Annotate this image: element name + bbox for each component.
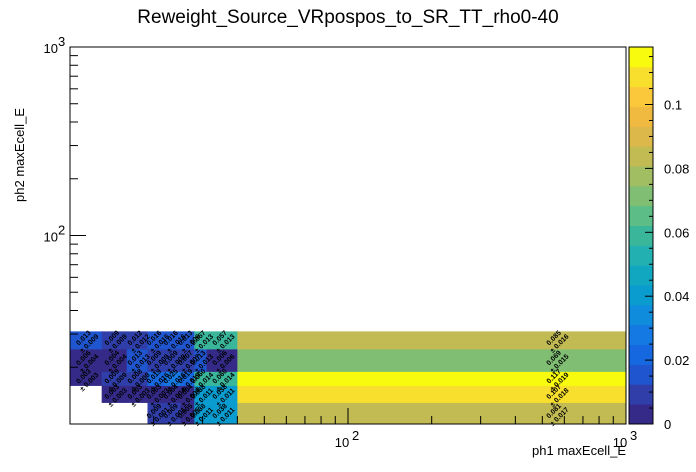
- svg-text:10: 10: [335, 435, 349, 450]
- heatmap-cell: [237, 371, 627, 386]
- heatmap-cell: [165, 371, 182, 386]
- svg-text:10: 10: [44, 230, 58, 245]
- heatmap-cell: [180, 331, 195, 350]
- heatmap-cell: [165, 348, 182, 372]
- heatmap-cell: [101, 371, 128, 386]
- heatmap-cell: [147, 348, 166, 372]
- colorbar-ticks: 0 0.02 0.04 0.06 0.08 0.1: [645, 56, 689, 432]
- y-tick-label: 10 3: [44, 34, 66, 56]
- colorbar-segment: [629, 344, 653, 365]
- heatmap-cell: [206, 371, 238, 386]
- colorbar-tick-label: 0: [664, 417, 671, 432]
- colorbar: [628, 46, 654, 425]
- heatmap-cell: [147, 371, 166, 386]
- heatmap-cell: [70, 348, 103, 372]
- colorbar-segment: [629, 106, 653, 127]
- heatmap-cell: [126, 348, 148, 372]
- colorbar-segment: [629, 166, 653, 187]
- y-tick-label: 10 2: [44, 223, 66, 245]
- x-axis-label: ph1 maxEcell_E: [532, 443, 626, 458]
- colorbar-segment: [629, 66, 653, 88]
- svg-text:10: 10: [44, 41, 58, 56]
- heatmap-cell: [180, 371, 195, 386]
- colorbar-segment: [629, 404, 653, 425]
- heatmap-cell: [194, 331, 207, 350]
- colorbar-segment: [629, 364, 653, 385]
- colorbar-frame: [628, 46, 654, 425]
- colorbar-segment: [629, 245, 653, 266]
- svg-text:2: 2: [58, 223, 65, 238]
- colorbar-segment: [629, 185, 653, 207]
- heatmap-cell: [70, 331, 103, 350]
- colorbar-segment: [629, 146, 653, 167]
- colorbar-tick-label: 0.1: [664, 98, 682, 113]
- colorbar-tick-label: 0.02: [664, 353, 689, 368]
- heatmap-cell: [206, 348, 238, 372]
- colorbar-segment: [629, 205, 653, 226]
- chart-title: Reweight_Source_VRpospos_to_SR_TT_rho0-4…: [137, 7, 558, 28]
- heatmap-cell: [237, 402, 627, 425]
- heatmap-cell: [237, 348, 627, 372]
- svg-text:3: 3: [58, 34, 65, 49]
- x-tick-label: 10 2: [335, 428, 359, 450]
- heatmap-cell: [165, 331, 182, 350]
- heatmap-cell: [180, 385, 195, 403]
- colorbar-segment: [629, 324, 653, 346]
- svg-text:3: 3: [630, 428, 637, 443]
- y-axis-label: ph2 maxEcell_E: [12, 108, 27, 202]
- svg-text:2: 2: [352, 428, 359, 443]
- colorbar-segment: [629, 285, 653, 306]
- colorbar-segment: [629, 304, 653, 326]
- heatmap-cell: [206, 402, 238, 425]
- svg-text:10: 10: [613, 435, 627, 450]
- heatmap-cell: [180, 348, 195, 372]
- heatmap-cell: [194, 348, 207, 372]
- heatmap-cell: [101, 331, 128, 350]
- heatmap-cell: [180, 402, 195, 425]
- heatmap-cell: [194, 371, 207, 386]
- colorbar-tick-label: 0.06: [664, 225, 689, 240]
- heatmap-cell: [237, 385, 627, 403]
- heatmap-cell: [147, 385, 166, 403]
- x-tick-label: 10 3: [613, 428, 637, 450]
- heatmap-cell: [165, 402, 182, 425]
- axis-tick-labels: 10 2 10 310 210 3: [44, 34, 638, 450]
- heatmap-cell: [126, 385, 148, 403]
- heatmap-cell: [206, 331, 238, 350]
- heatmap-cell: [70, 371, 103, 386]
- axis-ticks: [69, 55, 614, 425]
- heatmap-cells: [70, 331, 627, 425]
- colorbar-segment: [629, 384, 653, 405]
- heatmap-cell: [101, 385, 128, 403]
- heatmap-cell: [194, 385, 207, 403]
- heatmap-cell: [101, 348, 128, 372]
- colorbar-segment: [629, 47, 653, 68]
- colorbar-segment: [629, 126, 653, 147]
- heatmap-cell: [194, 402, 207, 425]
- heatmap-cell: [126, 371, 148, 386]
- heatmap-cell: [165, 385, 182, 403]
- heatmap-cell: [206, 385, 238, 403]
- colorbar-segment: [629, 225, 653, 246]
- colorbar-tick-label: 0.04: [664, 289, 689, 304]
- heatmap-cell: [147, 402, 166, 425]
- heatmap-cell: [147, 331, 166, 350]
- colorbar-segment: [629, 265, 653, 286]
- colorbar-segment: [629, 86, 653, 107]
- heatmap-cell: [237, 331, 627, 350]
- colorbar-tick-label: 0.08: [664, 161, 689, 176]
- heatmap-cell: [126, 331, 148, 350]
